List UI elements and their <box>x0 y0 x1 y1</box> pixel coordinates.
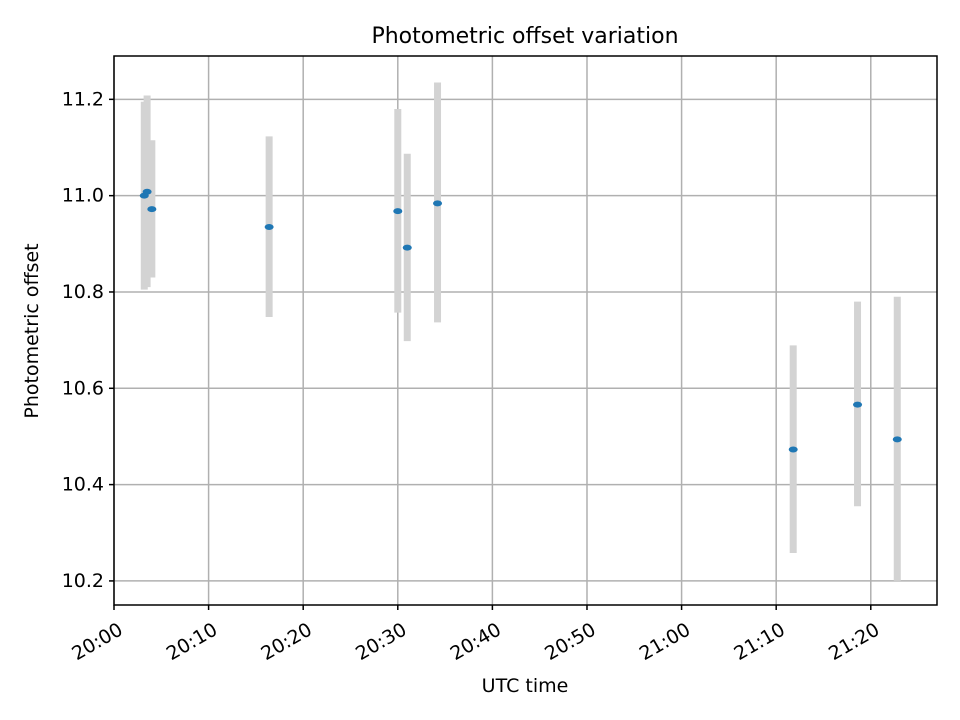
y-tick-label: 10.2 <box>62 570 104 592</box>
data-point <box>393 208 403 215</box>
grid <box>113 56 937 605</box>
data-point <box>264 223 274 230</box>
x-axis-label: UTC time <box>482 675 569 697</box>
data-point <box>402 244 412 251</box>
data-point <box>147 206 157 213</box>
data-point <box>142 188 152 195</box>
y-axis-ticks: 10.2 10.4 10.6 10.8 11.0 11.2 <box>62 88 114 592</box>
data-point <box>853 401 863 408</box>
data-points <box>139 188 902 453</box>
y-axis-label: Photometric offset <box>21 243 43 418</box>
y-tick-label: 11.2 <box>62 88 104 110</box>
y-tick-label: 10.4 <box>62 474 104 496</box>
data-point <box>892 436 902 443</box>
data-point <box>433 200 443 207</box>
y-tick-label: 10.6 <box>62 377 104 399</box>
data-point <box>788 446 798 453</box>
y-tick-label: 11.0 <box>62 185 104 207</box>
chart-title: Photometric offset variation <box>371 24 678 49</box>
y-tick-label: 10.8 <box>62 281 104 303</box>
plot-frame <box>113 55 938 606</box>
